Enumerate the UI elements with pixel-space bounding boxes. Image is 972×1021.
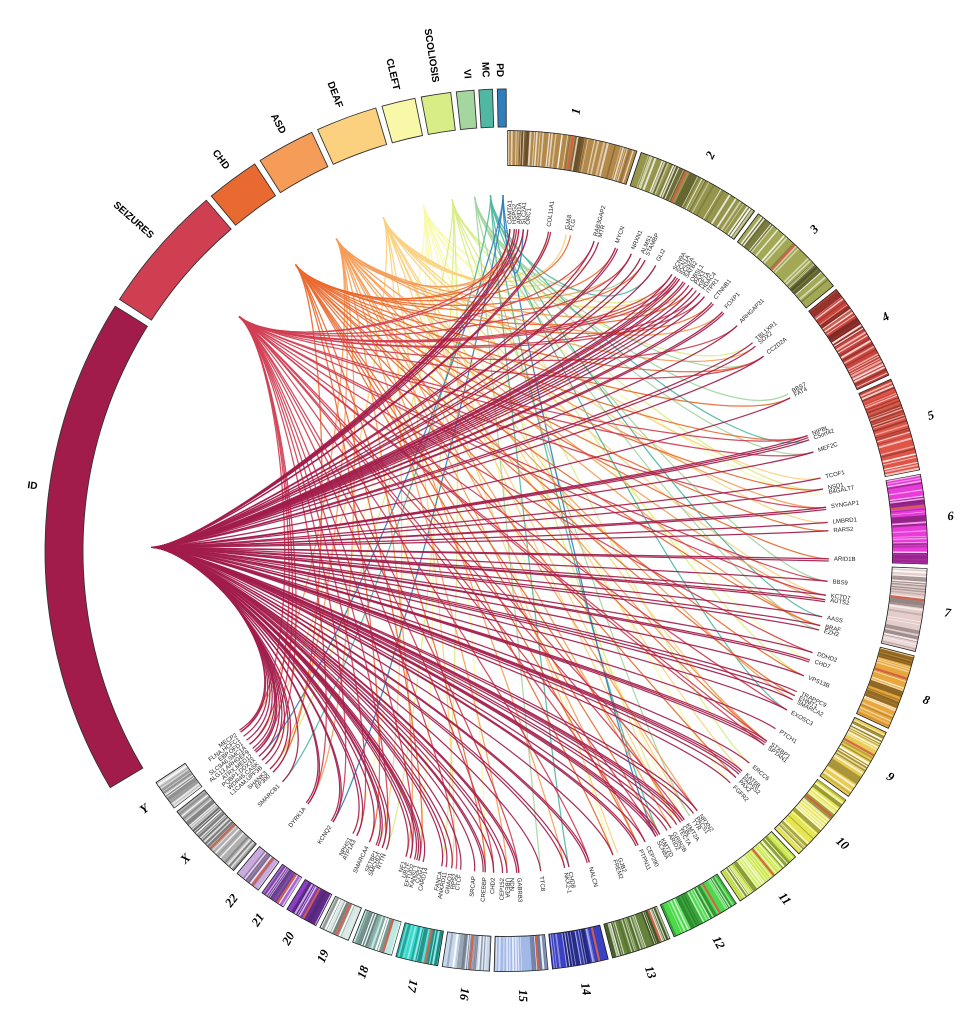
svg-text:ORC1: ORC1 (526, 207, 533, 225)
svg-text:TTC8: TTC8 (538, 876, 546, 892)
svg-text:COL11A1: COL11A1 (547, 200, 556, 227)
svg-text:CBL: CBL (680, 825, 692, 839)
svg-text:LMBRD1: LMBRD1 (832, 517, 857, 525)
svg-text:BRAF: BRAF (824, 624, 841, 634)
svg-text:BBS9: BBS9 (832, 579, 848, 586)
svg-text:6: 6 (947, 509, 955, 523)
svg-text:17: 17 (404, 978, 421, 994)
svg-text:MTR: MTR (598, 224, 608, 239)
svg-text:VI: VI (461, 69, 473, 80)
svg-text:CTCF: CTCF (455, 874, 463, 891)
svg-text:15: 15 (516, 989, 530, 1002)
svg-text:ANKRD11: ANKRD11 (438, 871, 449, 900)
svg-text:ARID1A: ARID1A (517, 202, 524, 224)
svg-text:KCTD7: KCTD7 (830, 594, 851, 603)
svg-text:CHD7: CHD7 (813, 660, 831, 671)
svg-text:FLG: FLG (569, 218, 577, 231)
svg-text:AUTS2: AUTS2 (830, 598, 851, 607)
svg-text:SRCAP: SRCAP (470, 876, 478, 897)
svg-text:UBTF: UBTF (402, 862, 413, 879)
svg-text:ARID1B: ARID1B (834, 557, 856, 564)
svg-text:ID: ID (27, 480, 38, 492)
svg-text:7: 7 (944, 605, 953, 620)
svg-text:14: 14 (578, 982, 594, 997)
svg-text:GABRB3: GABRB3 (515, 878, 522, 903)
svg-text:CARD14: CARD14 (418, 867, 430, 892)
svg-text:GNAO1: GNAO1 (445, 872, 455, 894)
svg-text:GJA8: GJA8 (565, 214, 574, 231)
svg-text:MYCN: MYCN (615, 226, 627, 245)
svg-text:RPS2: RPS2 (450, 873, 459, 890)
svg-text:NDN: NDN (508, 878, 514, 891)
svg-text:CREBBP: CREBBP (481, 877, 489, 902)
svg-text:12: 12 (709, 934, 727, 952)
svg-text:NF1: NF1 (398, 860, 407, 873)
svg-text:SLC2A1: SLC2A1 (521, 201, 528, 224)
svg-text:TCOF1: TCOF1 (825, 470, 846, 480)
svg-text:21: 21 (248, 911, 267, 930)
svg-text:COG1: COG1 (415, 865, 425, 884)
svg-text:AASS: AASS (826, 616, 843, 625)
svg-text:1: 1 (568, 107, 583, 115)
svg-text:NALCN: NALCN (587, 867, 598, 888)
svg-text:NSD1: NSD1 (827, 482, 845, 491)
svg-text:5: 5 (926, 408, 936, 423)
svg-text:B4GALT7: B4GALT7 (828, 485, 855, 496)
svg-text:EZH2: EZH2 (823, 629, 840, 639)
svg-text:CEP152: CEP152 (500, 877, 506, 900)
svg-text:SYNGAP1: SYNGAP1 (831, 500, 861, 510)
svg-text:13: 13 (642, 964, 659, 980)
svg-text:18: 18 (354, 963, 372, 980)
svg-text:CHD8: CHD8 (566, 871, 575, 889)
svg-text:CHD2: CHD2 (490, 877, 497, 894)
svg-text:GJB2: GJB2 (616, 857, 627, 874)
svg-text:UBE3A: UBE3A (503, 878, 509, 898)
svg-text:MC: MC (479, 62, 491, 78)
svg-text:RTTN: RTTN (376, 853, 388, 870)
svg-text:PD: PD (494, 63, 505, 77)
svg-text:GLI2: GLI2 (656, 248, 668, 263)
svg-text:NKX2-1: NKX2-1 (562, 872, 572, 894)
svg-text:FANCA: FANCA (434, 871, 444, 892)
svg-text:16: 16 (457, 987, 472, 1002)
svg-text:8: 8 (921, 692, 932, 708)
svg-text:RARS2: RARS2 (833, 527, 854, 534)
svg-text:CAMTA1: CAMTA1 (507, 199, 513, 224)
svg-text:HSPG2: HSPG2 (512, 203, 518, 224)
